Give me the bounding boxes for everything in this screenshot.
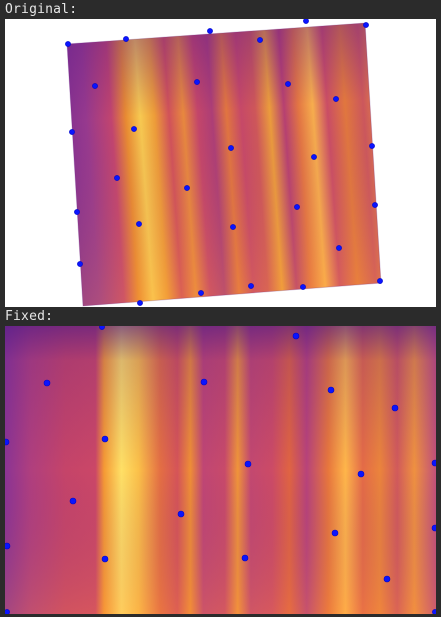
marker-dot (327, 386, 335, 394)
marker-dot (244, 460, 252, 468)
marker-dot (331, 529, 339, 537)
marker-dot (123, 36, 129, 42)
original-image (65, 19, 383, 307)
marker-dot (5, 542, 11, 550)
marker-dot (357, 470, 365, 478)
marker-dot (99, 326, 105, 330)
marker-dot (303, 19, 309, 24)
marker-dot (5, 438, 10, 446)
fixed-markers (5, 326, 436, 614)
marker-dot (369, 143, 375, 149)
marker-dot (372, 202, 378, 208)
marker-dot (69, 129, 75, 135)
fixed-image-panel (5, 326, 436, 614)
marker-dot (207, 28, 213, 34)
marker-dot (177, 510, 185, 518)
marker-dot (391, 404, 399, 412)
marker-dot (285, 81, 291, 87)
original-label: Original: (5, 2, 78, 17)
marker-dot (336, 245, 342, 251)
marker-dot (131, 126, 137, 132)
marker-dot (432, 609, 436, 614)
fixed-image (5, 326, 436, 614)
marker-dot (294, 204, 300, 210)
marker-dot (194, 79, 200, 85)
fixed-label: Fixed: (5, 309, 54, 324)
marker-dot (43, 379, 51, 387)
marker-dot (257, 37, 263, 43)
marker-dot (311, 154, 317, 160)
marker-dot (363, 22, 369, 28)
marker-dot (65, 41, 71, 47)
marker-dot (333, 96, 339, 102)
rotated-heatmap (67, 23, 381, 306)
marker-dot (377, 278, 383, 284)
marker-dot (198, 290, 204, 296)
marker-dot (77, 261, 83, 267)
marker-dot (74, 209, 80, 215)
marker-dot (200, 378, 208, 386)
marker-dot (92, 83, 98, 89)
marker-dot (228, 145, 234, 151)
marker-dot (230, 224, 236, 230)
marker-dot (114, 175, 120, 181)
marker-dot (101, 555, 109, 563)
marker-dot (431, 459, 436, 467)
original-markers (65, 19, 383, 306)
marker-dot (5, 609, 10, 614)
marker-dot (431, 524, 436, 532)
marker-dot (383, 575, 391, 583)
marker-dot (101, 435, 109, 443)
marker-dot (248, 283, 254, 289)
marker-dot (136, 221, 142, 227)
marker-dot (184, 185, 190, 191)
marker-dot (241, 554, 249, 562)
original-image-panel (5, 19, 436, 307)
marker-dot (300, 284, 306, 290)
marker-dot (292, 332, 300, 340)
marker-dot (69, 497, 77, 505)
marker-dot (137, 300, 143, 306)
